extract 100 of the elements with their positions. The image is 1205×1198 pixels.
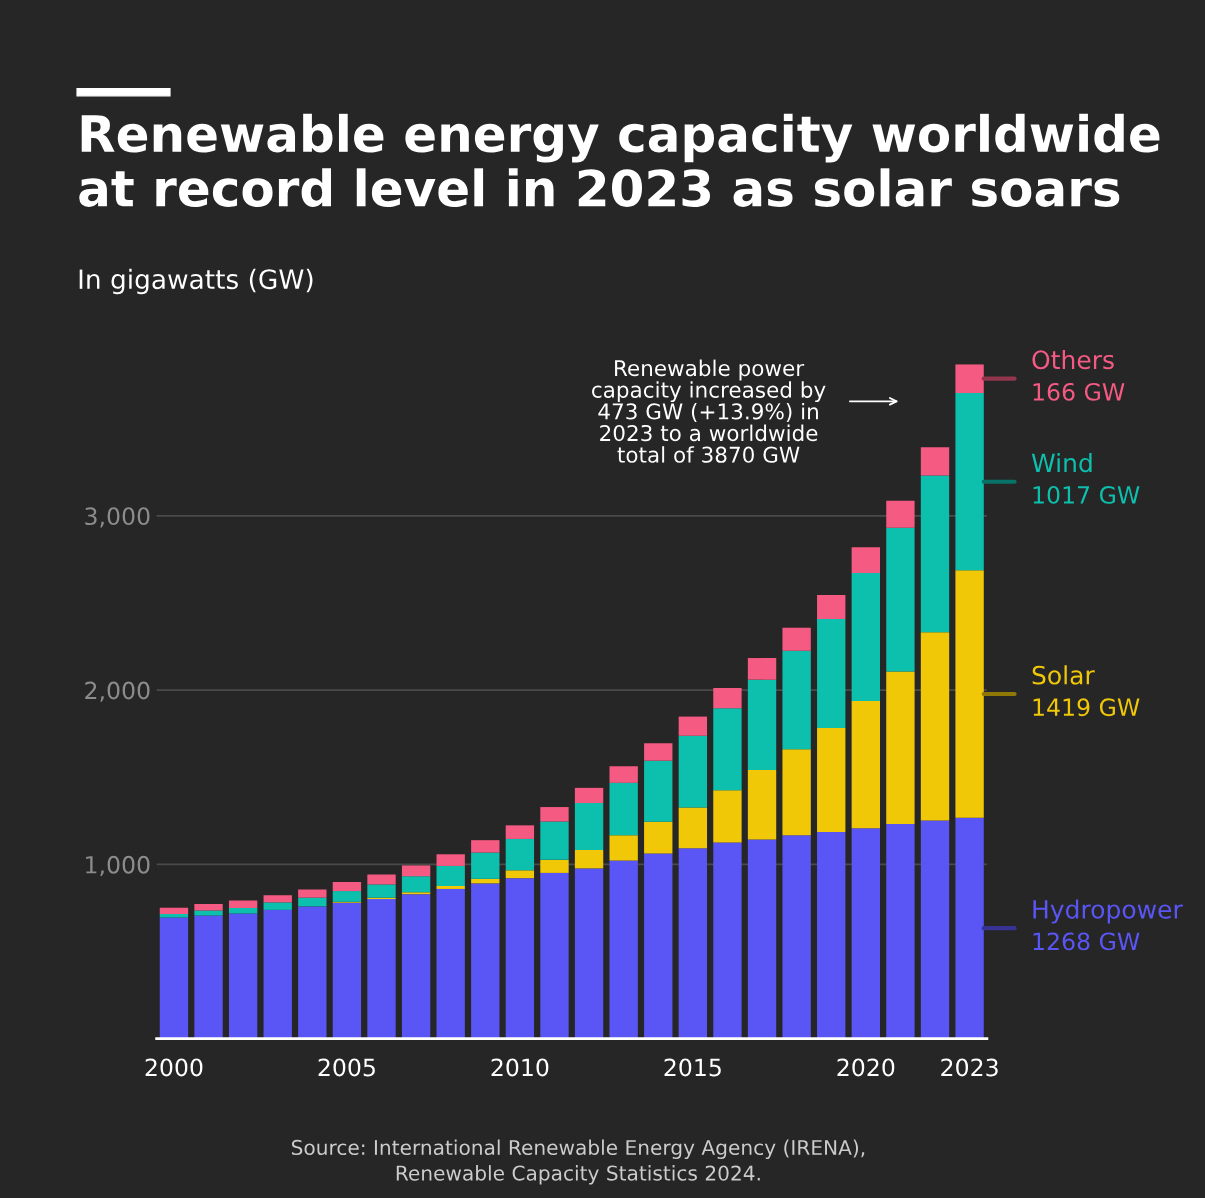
bar (505, 870, 535, 879)
bar (332, 891, 362, 902)
bar (886, 500, 915, 528)
bar (713, 688, 742, 709)
data-label: 1017 GW (1033, 486, 1140, 504)
bar (367, 874, 396, 885)
x-tick-label: 2020 (837, 1058, 895, 1077)
bar (644, 853, 673, 1039)
bar (540, 872, 569, 1039)
bar (436, 885, 465, 889)
x-tick-label: 2023 (941, 1058, 998, 1077)
bar (228, 913, 258, 1039)
bar (920, 475, 950, 633)
bar (747, 769, 777, 840)
bar (609, 860, 638, 1039)
data-label: 1419 GW (1033, 698, 1140, 717)
bar (713, 708, 742, 791)
bar (886, 824, 915, 1039)
bar (782, 627, 811, 651)
bar (540, 821, 569, 860)
series-label: Hydropower (1033, 899, 1183, 924)
bar (228, 907, 258, 914)
bar (747, 679, 777, 770)
bar (332, 902, 362, 1039)
bar (471, 840, 500, 853)
bar (782, 749, 811, 836)
bar (955, 393, 984, 571)
data-label: 166 GW (1033, 382, 1125, 401)
source-note: Source: International Renewable Energy Agency (IRENA), Renewable Capacity Statistics 2024. (291, 1139, 865, 1185)
bar (886, 527, 915, 672)
bar (920, 447, 950, 476)
bar (436, 854, 465, 866)
bar (228, 900, 258, 908)
bar (540, 807, 569, 822)
bar (817, 594, 846, 619)
bar (471, 883, 500, 1039)
bar (574, 868, 604, 1039)
bar (920, 632, 950, 821)
bar (401, 865, 431, 877)
bar (194, 903, 223, 911)
bar (851, 828, 880, 1039)
bar (263, 902, 292, 910)
chart-title: Renewable energy capacity worldwide at record level in 2023 as solar soars (79, 113, 1160, 207)
bar (436, 865, 465, 886)
bar (401, 876, 431, 893)
chart-subtitle: In gigawatts (GW) (79, 268, 313, 295)
y-tick-label: 3,000 (85, 507, 150, 528)
bar (263, 909, 292, 1039)
x-tick-label: 2005 (318, 1058, 375, 1077)
annotation: Renewable power capacity increased by 473 GW (+13.9%) in 2023 to a worldwide total of 3870 GW (592, 359, 826, 463)
bar (782, 650, 811, 750)
bar (298, 906, 327, 1039)
bar (713, 842, 742, 1039)
x-tick-label: 2010 (491, 1058, 549, 1077)
bar (159, 917, 189, 1039)
bar (505, 825, 535, 839)
bar (194, 915, 223, 1039)
bar (817, 831, 846, 1039)
bar (540, 859, 569, 873)
bar (298, 897, 327, 907)
bar (367, 899, 396, 1039)
bar (401, 894, 431, 1039)
bar (955, 817, 984, 1039)
bar (505, 878, 535, 1039)
bar (713, 790, 742, 843)
bar (678, 807, 708, 849)
bar (609, 766, 638, 783)
y-tick-label: 1,000 (86, 855, 150, 877)
bar (747, 839, 777, 1039)
bar (644, 743, 673, 761)
bar (851, 700, 880, 829)
bar (817, 618, 846, 729)
bar (159, 907, 189, 915)
series-label: Solar (1032, 665, 1095, 685)
bar (332, 881, 362, 892)
bar (920, 820, 950, 1039)
bar (817, 728, 846, 832)
bar (851, 572, 880, 701)
bar (609, 782, 638, 836)
bar (955, 364, 984, 394)
bar (574, 803, 604, 850)
bar (678, 848, 708, 1039)
bar (644, 821, 673, 854)
bar (298, 889, 327, 898)
bar (609, 835, 638, 861)
bar (747, 658, 777, 680)
y-tick-label: 2,000 (85, 681, 150, 702)
bar (263, 895, 292, 903)
bar (644, 760, 673, 822)
bar (159, 914, 189, 918)
bar (955, 570, 984, 818)
bar (574, 849, 604, 869)
bar (678, 735, 708, 808)
bar (782, 835, 811, 1039)
bar (574, 787, 604, 804)
bar (505, 838, 535, 871)
bar (886, 671, 915, 825)
bar (678, 716, 708, 736)
x-tick-label: 2015 (664, 1058, 721, 1077)
series-label: Others (1032, 349, 1114, 370)
